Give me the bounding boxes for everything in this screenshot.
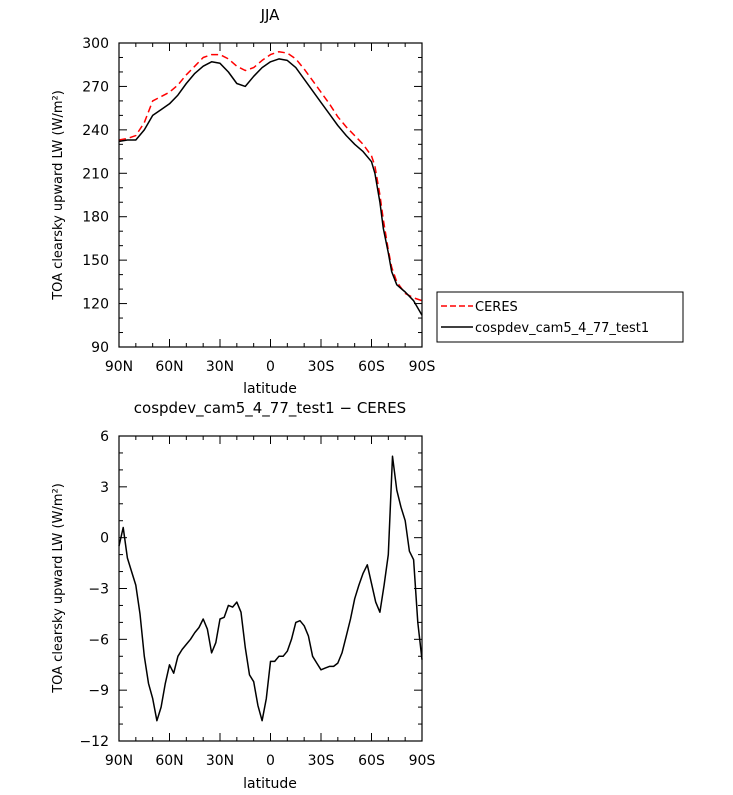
top-x-axis-label: latitude <box>243 381 297 397</box>
y-tick-label: −12 <box>79 734 109 750</box>
top-panel: JJA 90 120 150 180 210 240 270 300 90N 60N 30N 0 30… <box>51 6 684 397</box>
x-tick-label: 90N <box>105 359 133 375</box>
top-axis-ticks <box>118 42 423 348</box>
x-tick-label: 90S <box>409 359 436 375</box>
top-chart-title: JJA <box>260 6 281 24</box>
x-tick-label: 90N <box>105 753 133 769</box>
y-tick-label: 3 <box>100 480 109 496</box>
bottom-axis-ticks <box>118 435 423 742</box>
x-tick-label: 90S <box>409 753 436 769</box>
x-tick-label: 60N <box>155 359 183 375</box>
x-tick-label: 30N <box>206 359 234 375</box>
y-tick-label: 210 <box>82 166 109 182</box>
x-tick-label: 30S <box>308 359 335 375</box>
y-tick-label: 270 <box>82 79 109 95</box>
y-tick-label: −3 <box>88 582 109 598</box>
legend-label-model: cospdev_cam5_4_77_test1 <box>475 321 649 336</box>
bottom-y-axis-label: TOA clearsky upward LW (W/m²) <box>51 483 66 694</box>
series-line-difference <box>118 455 423 722</box>
x-tick-label: 60S <box>358 753 385 769</box>
top-y-axis-label: TOA clearsky upward LW (W/m²) <box>51 90 66 301</box>
y-tick-label: 6 <box>100 429 109 445</box>
x-tick-label: 60S <box>358 359 385 375</box>
x-tick-label: 60N <box>155 753 183 769</box>
bottom-panel: cospdev_cam5_4_77_test1 − CERES −12−9−6−… <box>51 399 435 792</box>
y-tick-label: 300 <box>82 36 109 52</box>
y-tick-label: 0 <box>100 531 109 547</box>
bottom-plot-frame <box>118 435 423 742</box>
x-tick-label: 30S <box>308 753 335 769</box>
legend-label-ceres: CERES <box>475 300 518 315</box>
top-y-tick-labels: 90 120 150 180 210 240 270 300 <box>82 36 109 356</box>
y-tick-label: 150 <box>82 253 109 269</box>
y-tick-label: −9 <box>88 683 109 699</box>
top-plot-frame <box>118 42 423 348</box>
top-x-tick-labels: 90N 60N 30N 0 30S 60S 90S <box>105 359 436 375</box>
bottom-series-lines <box>118 455 423 722</box>
y-tick-label: 240 <box>82 123 109 139</box>
y-tick-label: 180 <box>82 210 109 226</box>
y-tick-label: 90 <box>91 340 109 356</box>
series-line-ceres <box>118 50 423 302</box>
y-tick-label: −6 <box>88 632 109 648</box>
bottom-y-tick-labels: −12 −9 −6 −3 0 3 6 <box>79 429 109 750</box>
x-tick-label: 0 <box>266 359 275 375</box>
y-tick-label: 120 <box>82 297 109 313</box>
bottom-x-axis-label: latitude <box>243 776 297 792</box>
bottom-x-tick-labels: 90N 60N 30N 0 30S 60S 90S <box>105 753 436 769</box>
x-tick-label: 30N <box>206 753 234 769</box>
top-series-lines <box>118 50 423 316</box>
legend-box <box>436 291 684 343</box>
series-line-cospdev-cam5-4-77-test1 <box>118 58 423 316</box>
x-tick-label: 0 <box>266 753 275 769</box>
top-legend: CERES cospdev_cam5_4_77_test1 <box>436 291 684 343</box>
bottom-chart-title: cospdev_cam5_4_77_test1 − CERES <box>134 399 406 418</box>
